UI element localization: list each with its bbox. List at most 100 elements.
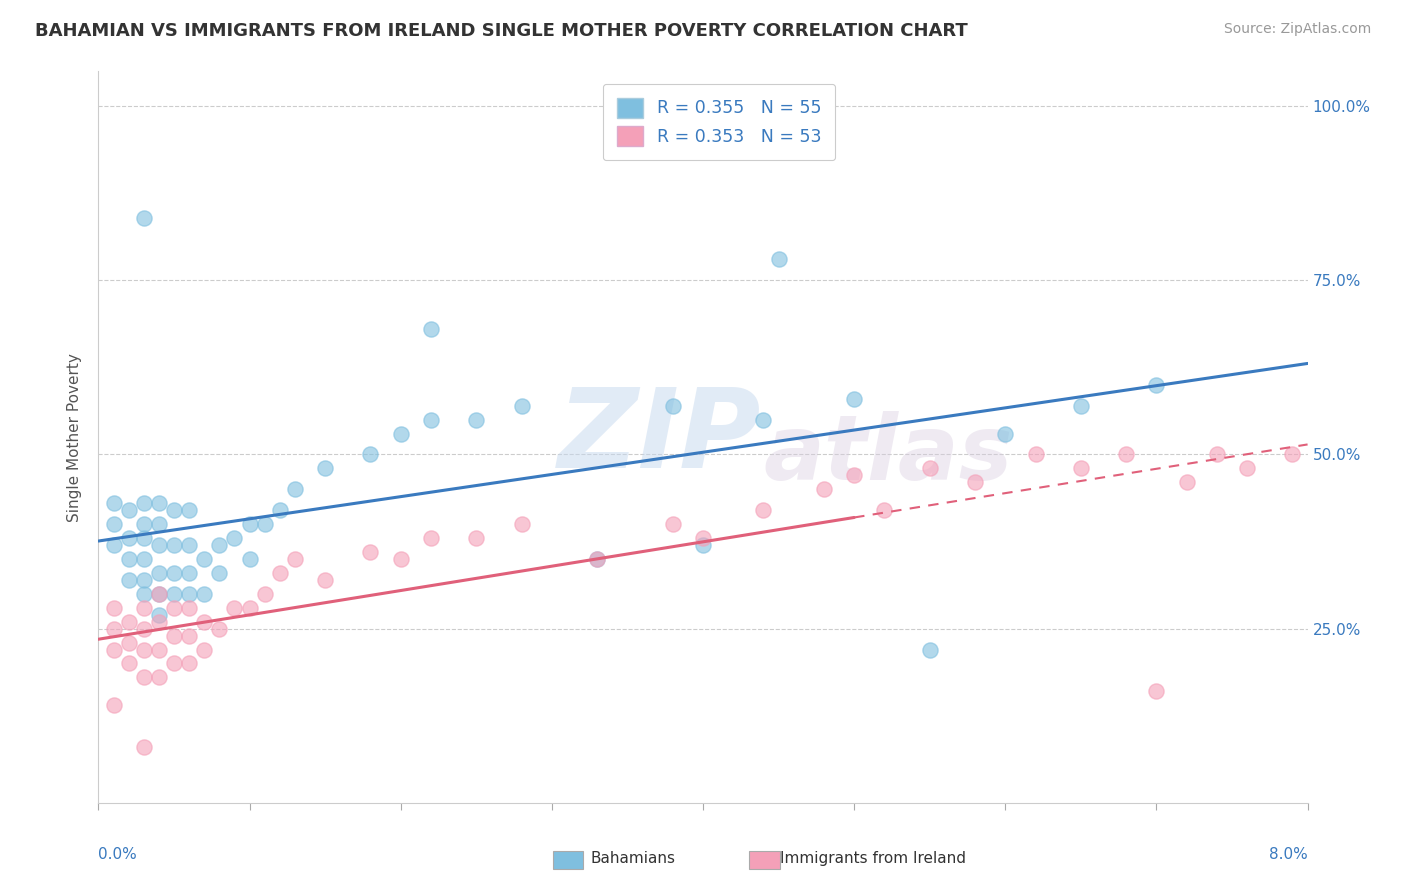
Point: [692, 531, 714, 545]
Point: [163, 657, 186, 671]
Point: [148, 496, 170, 510]
Point: [360, 545, 382, 559]
Point: [132, 740, 155, 755]
Point: [118, 615, 141, 629]
Point: [208, 622, 231, 636]
Point: [132, 622, 155, 636]
Point: [118, 573, 141, 587]
Point: [103, 496, 125, 510]
Point: [389, 426, 412, 441]
Point: [148, 587, 170, 601]
Point: [132, 642, 155, 657]
Point: [1115, 448, 1137, 462]
Point: [1146, 684, 1168, 698]
Point: [389, 552, 412, 566]
Point: [752, 412, 775, 426]
Point: [179, 566, 201, 580]
Point: [844, 392, 866, 406]
Point: [813, 483, 835, 497]
Point: [752, 503, 775, 517]
Point: [118, 635, 141, 649]
Point: [132, 587, 155, 601]
Point: [269, 566, 291, 580]
Point: [918, 642, 941, 657]
Point: [103, 622, 125, 636]
Text: 8.0%: 8.0%: [1268, 847, 1308, 862]
Point: [148, 517, 170, 532]
Point: [465, 412, 488, 426]
Point: [661, 399, 683, 413]
Point: [586, 552, 609, 566]
Point: [132, 531, 155, 545]
Point: [132, 573, 155, 587]
Legend: R = 0.355   N = 55, R = 0.353   N = 53: R = 0.355 N = 55, R = 0.353 N = 53: [603, 84, 835, 161]
Point: [132, 670, 155, 684]
Point: [103, 642, 125, 657]
Point: [465, 531, 488, 545]
Point: [118, 552, 141, 566]
Point: [163, 629, 186, 643]
Point: [193, 552, 215, 566]
Point: [965, 475, 987, 490]
Point: [103, 600, 125, 615]
Point: [1070, 461, 1092, 475]
Point: [1070, 399, 1092, 413]
Point: [994, 426, 1017, 441]
Point: [692, 538, 714, 552]
Point: [148, 670, 170, 684]
Point: [208, 566, 231, 580]
Point: [179, 629, 201, 643]
Point: [132, 517, 155, 532]
Point: [163, 600, 186, 615]
Point: [118, 657, 141, 671]
Point: [148, 615, 170, 629]
Point: [844, 468, 866, 483]
Point: [193, 587, 215, 601]
Point: [118, 531, 141, 545]
Point: [1236, 461, 1258, 475]
Point: [208, 538, 231, 552]
Point: [1281, 448, 1303, 462]
Point: [193, 642, 215, 657]
Point: [148, 566, 170, 580]
Text: Bahamians: Bahamians: [591, 851, 675, 865]
Point: [163, 503, 186, 517]
Text: 0.0%: 0.0%: [98, 847, 138, 862]
Point: [132, 211, 155, 225]
Text: atlas: atlas: [763, 411, 1012, 500]
Text: Immigrants from Ireland: Immigrants from Ireland: [780, 851, 966, 865]
Text: Source: ZipAtlas.com: Source: ZipAtlas.com: [1223, 22, 1371, 37]
Point: [163, 538, 186, 552]
Point: [163, 587, 186, 601]
Point: [1206, 448, 1229, 462]
Point: [148, 642, 170, 657]
Point: [284, 483, 307, 497]
Point: [103, 517, 125, 532]
Point: [253, 587, 276, 601]
Point: [163, 566, 186, 580]
Point: [103, 538, 125, 552]
Point: [510, 517, 533, 532]
Point: [661, 517, 683, 532]
Point: [179, 600, 201, 615]
Point: [420, 412, 443, 426]
Point: [360, 448, 382, 462]
Point: [586, 552, 609, 566]
Point: [179, 503, 201, 517]
Point: [1025, 448, 1047, 462]
Point: [420, 531, 443, 545]
Point: [239, 600, 262, 615]
Point: [314, 573, 336, 587]
Text: ZIP: ZIP: [558, 384, 762, 491]
Point: [239, 517, 262, 532]
Point: [510, 399, 533, 413]
Point: [179, 657, 201, 671]
Point: [1146, 377, 1168, 392]
Point: [873, 503, 896, 517]
Point: [118, 503, 141, 517]
Point: [132, 600, 155, 615]
Point: [132, 552, 155, 566]
Point: [224, 600, 246, 615]
Point: [103, 698, 125, 713]
Point: [284, 552, 307, 566]
